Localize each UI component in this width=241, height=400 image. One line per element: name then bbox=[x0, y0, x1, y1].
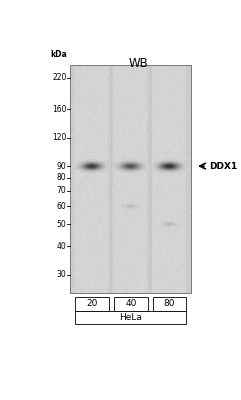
Text: 80: 80 bbox=[164, 299, 175, 308]
Text: 80: 80 bbox=[57, 173, 67, 182]
Text: 50: 50 bbox=[57, 220, 67, 229]
Bar bbox=[70, 65, 191, 293]
Bar bbox=[153, 297, 187, 310]
Text: 30: 30 bbox=[57, 270, 67, 279]
Bar bbox=[114, 297, 148, 310]
Text: WB: WB bbox=[129, 57, 148, 70]
Text: kDa: kDa bbox=[51, 50, 67, 59]
Text: 40: 40 bbox=[125, 299, 137, 308]
Bar bbox=[75, 310, 187, 324]
Text: 220: 220 bbox=[52, 73, 67, 82]
Text: 90: 90 bbox=[57, 162, 67, 170]
Text: 160: 160 bbox=[52, 105, 67, 114]
Text: 60: 60 bbox=[57, 202, 67, 211]
Text: 40: 40 bbox=[57, 242, 67, 251]
Text: DDX1: DDX1 bbox=[209, 162, 237, 170]
Bar bbox=[75, 297, 109, 310]
Text: HeLa: HeLa bbox=[120, 313, 142, 322]
Text: 70: 70 bbox=[57, 186, 67, 196]
Text: 120: 120 bbox=[52, 133, 67, 142]
Text: 20: 20 bbox=[87, 299, 98, 308]
